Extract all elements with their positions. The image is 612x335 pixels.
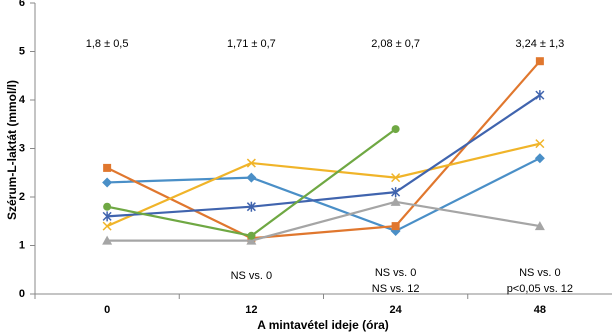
y-axis-title: Szérum-L-laktát (mmol/l) xyxy=(5,80,19,220)
annotation: NS vs. 0 xyxy=(519,267,561,279)
series-line xyxy=(107,200,541,242)
x-axis-title: A mintavétel ideje (óra) xyxy=(257,318,389,332)
marker xyxy=(246,172,257,183)
marker xyxy=(103,202,112,211)
marker xyxy=(534,221,545,231)
x-tick-label: 24 xyxy=(390,304,403,316)
x-tick-label: 12 xyxy=(245,304,257,316)
marker xyxy=(535,57,544,66)
marker xyxy=(246,201,256,212)
marker xyxy=(102,221,112,231)
marker xyxy=(102,211,112,222)
y-tick-label: 2 xyxy=(19,191,25,203)
marker xyxy=(391,125,400,134)
annotation: p<0,05 vs. 12 xyxy=(507,283,573,295)
marker xyxy=(247,231,256,240)
series-line xyxy=(107,157,541,233)
marker xyxy=(246,158,256,168)
marker xyxy=(391,173,401,183)
marker xyxy=(534,153,545,164)
annotation: NS vs. 0 xyxy=(231,270,273,282)
y-tick-label: 0 xyxy=(19,288,25,300)
y-tick-label: 3 xyxy=(19,142,25,154)
y-tick-label: 1 xyxy=(19,239,25,251)
x-tick-label: 0 xyxy=(104,304,110,316)
stat-label: 1,71 ± 0,7 xyxy=(227,38,276,50)
y-tick-label: 5 xyxy=(19,45,25,57)
stat-label: 2,08 ± 0,7 xyxy=(371,38,420,50)
marker xyxy=(103,163,112,172)
series-line xyxy=(107,94,541,218)
marker xyxy=(391,187,401,198)
marker xyxy=(102,235,113,245)
stat-label: 1,8 ± 0,5 xyxy=(86,38,129,50)
y-tick-label: 6 xyxy=(19,0,25,9)
stat-label: 3,24 ± 1,3 xyxy=(515,38,564,50)
marker xyxy=(535,139,545,149)
annotation: NS vs. 12 xyxy=(372,283,420,295)
marker xyxy=(390,196,401,206)
marker xyxy=(535,90,545,101)
series-line xyxy=(106,142,541,228)
y-tick-label: 4 xyxy=(19,94,26,106)
annotation: NS vs. 0 xyxy=(375,267,417,279)
marker xyxy=(246,235,257,245)
marker xyxy=(102,177,113,188)
marker xyxy=(391,222,400,231)
x-tick-label: 48 xyxy=(534,304,546,316)
